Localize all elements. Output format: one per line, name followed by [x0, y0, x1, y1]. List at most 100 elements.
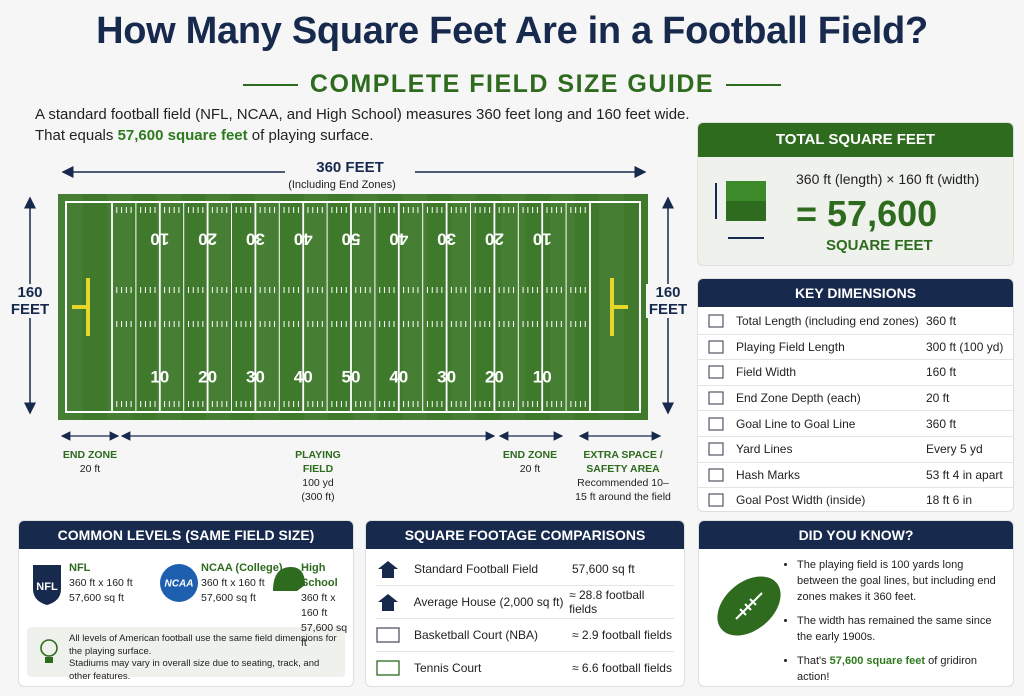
icon-shape [708, 468, 724, 482]
segment-title: END ZONE [62, 449, 118, 461]
turf-stripe [205, 194, 231, 420]
yard-number: 10 [150, 230, 169, 249]
level-area: 57,600 sq ft [201, 592, 256, 604]
level-logo [273, 567, 305, 591]
rows: Standard Football Field 57,600 sq ft Avera… [366, 553, 684, 684]
level-size: 360 ft x 160 ft [301, 592, 336, 619]
level-size: 360 ft x 160 ft [201, 577, 265, 589]
icon-shape [708, 314, 724, 328]
kd-row: End Zone Depth (each) 20 ft [698, 386, 1013, 412]
row-value: 57,600 sq ft [572, 562, 635, 576]
length-note: (Including End Zones) [288, 179, 396, 191]
kd-row: Yard Lines Every 5 yd [698, 437, 1013, 463]
row-icon [708, 340, 724, 354]
segment-label: EXTRA SPACE / SAFETY AREA Recommended 10–… [575, 448, 671, 504]
length-label: 360 FEET [316, 159, 384, 176]
house [378, 561, 398, 578]
row-icon [708, 493, 724, 508]
row-icon [376, 660, 400, 676]
row-value: ≈ 2.9 football fields [572, 628, 672, 642]
row-label: Hash Marks [736, 467, 801, 482]
row-value: 300 ft (100 yd) [926, 339, 1004, 354]
width-label: 160 FEET [8, 284, 52, 318]
logo-text: NCAA [165, 579, 194, 590]
rule [726, 83, 782, 86]
yard-number: 20 [485, 230, 504, 249]
row-icon [708, 365, 724, 380]
row-icon [708, 391, 724, 405]
yard-number: 20 [198, 230, 217, 249]
level-logo: NCAA [160, 564, 198, 602]
icon-shape [708, 493, 724, 508]
row-label: End Zone Depth (each) [736, 391, 861, 406]
segment-detail: Recommended 10–15 ft around the field [575, 477, 671, 503]
level-text: NCAA (College) 360 ft x 160 ft 57,600 sq f… [201, 561, 282, 606]
kd-row: Total Length (including end zones) 360 ft [698, 309, 1013, 335]
yard-number: 40 [389, 367, 408, 386]
icon-shape [708, 442, 724, 456]
note: All levels of American football use the … [69, 633, 339, 683]
row-value: 360 ft [926, 314, 957, 329]
level-area: 57,600 sq ft [301, 622, 348, 649]
row-icon [708, 468, 724, 482]
field-diagram: 360 FEET (Including End Zones) 10 10 20 20 3… [24, 158, 674, 441]
facts: The playing field is 100 yards long betw… [785, 557, 1007, 686]
yard-number: 10 [533, 230, 552, 249]
subtitle: COMPLETE FIELD SIZE GUIDE [309, 70, 715, 98]
yard-number: 30 [246, 230, 265, 249]
note-box: All levels of American football use the … [27, 627, 345, 682]
row-icon [708, 442, 724, 456]
segment-label: END ZONE 20 ft [55, 448, 125, 476]
yard-number: 30 [437, 367, 456, 386]
comparisons-panel: SQUARE FOOTAGE COMPARISONS Standard Foot… [365, 520, 685, 687]
row-label: Goal Post Width (inside) [736, 493, 866, 508]
highlight: 57,600 square feet [829, 655, 926, 667]
cmp-row: Basketball Court (NBA) ≈ 2.9 football fie… [376, 619, 674, 652]
court [376, 627, 400, 643]
text: of gridiron action! [797, 655, 978, 683]
subtitle-row: COMPLETE FIELD SIZE GUIDE [0, 70, 1024, 99]
turf-stripe [550, 194, 575, 420]
segment-title: EXTRA SPACE / SAFETY AREA [583, 449, 663, 475]
panel-header: KEY DIMENSIONS [698, 279, 1013, 307]
text: That equals [35, 127, 118, 144]
row-value: ≈ 28.8 football fields [569, 588, 645, 616]
intro-line: That equals 57,600 square feet of playin… [35, 125, 690, 146]
cmp-row: Standard Football Field 57,600 sq ft [376, 553, 674, 586]
segment-label: PLAYING FIELD 100 yd (300 ft) [283, 448, 353, 504]
text: of playing surface. [247, 127, 374, 144]
shield [33, 565, 61, 605]
row-value: 160 ft [926, 365, 957, 380]
yard-number: 30 [437, 230, 456, 249]
row-value: 360 ft [926, 416, 957, 431]
bulb-icon [40, 639, 58, 663]
kd-row: Field Width 160 ft [698, 360, 1013, 386]
boundary [65, 201, 641, 413]
note-line: Stadiums may vary in overall size due to… [69, 658, 320, 682]
football-icon [717, 576, 781, 636]
yard-number: 10 [533, 367, 552, 386]
row-label: Basketball Court (NBA) [414, 628, 539, 642]
level-name: NFL [69, 562, 91, 574]
panel-header: COMMON LEVELS (SAME FIELD SIZE) [19, 521, 353, 549]
yard-number: 40 [389, 230, 408, 249]
segment-detail: 20 ft [79, 463, 101, 475]
fact: The playing field is 100 yards long betw… [797, 557, 1007, 605]
level-name: High School [301, 562, 338, 589]
turf-stripe [107, 194, 132, 420]
yard-number: 10 [150, 367, 169, 386]
turf-stripe [500, 194, 526, 420]
segment-detail: 100 yd (300 ft) [301, 477, 335, 503]
yard-number: 50 [342, 230, 361, 249]
row-icon [708, 417, 724, 431]
segment-title: END ZONE [502, 449, 558, 461]
note-line: All levels of American football use the … [69, 633, 337, 657]
row-icon [378, 561, 398, 578]
kd-row: Playing Field Length 300 ft (100 yd) [698, 335, 1013, 361]
rule [242, 83, 298, 86]
row-label: Field Width [736, 365, 797, 380]
row-value: 20 ft [926, 391, 950, 406]
rows: Total Length (including end zones) 360 ft… [698, 309, 1013, 511]
level-size: 360 ft x 160 ft [69, 577, 133, 589]
area-icon [715, 181, 766, 239]
